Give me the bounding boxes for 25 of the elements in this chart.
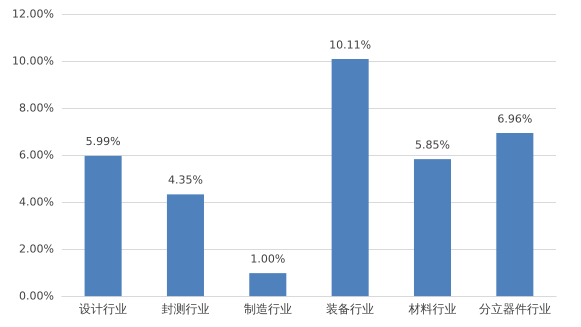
x-tick-label: 制造行业 [244, 302, 292, 316]
x-tick-label: 设计行业 [79, 302, 128, 316]
bar [166, 194, 204, 296]
y-tick-label: 2.00% [18, 242, 54, 256]
x-tick-label: 分立器件行业 [478, 302, 551, 316]
data-label: 5.99% [86, 135, 121, 148]
data-label: 5.85% [415, 138, 450, 152]
y-tick-label: 0.00% [18, 289, 54, 302]
x-tick-label: 装备行业 [326, 302, 374, 316]
x-tick-label: 封测行业 [161, 302, 210, 316]
bar [249, 273, 286, 296]
bar [84, 156, 122, 296]
data-label: 1.00% [250, 252, 286, 266]
y-tick-label: 8.00% [18, 101, 54, 114]
y-tick-label: 12.00% [12, 7, 54, 20]
data-label: 10.11% [329, 38, 372, 52]
data-label: 4.35% [168, 174, 203, 187]
data-label: 6.96% [497, 112, 532, 126]
y-tick-label: 10.00% [12, 54, 54, 68]
y-tick-label: 4.00% [18, 195, 54, 208]
x-tick-label: 材料行业 [407, 302, 456, 316]
bar [332, 59, 369, 296]
bar [414, 159, 452, 296]
y-tick-label: 6.00% [18, 148, 54, 162]
bar [496, 133, 534, 296]
